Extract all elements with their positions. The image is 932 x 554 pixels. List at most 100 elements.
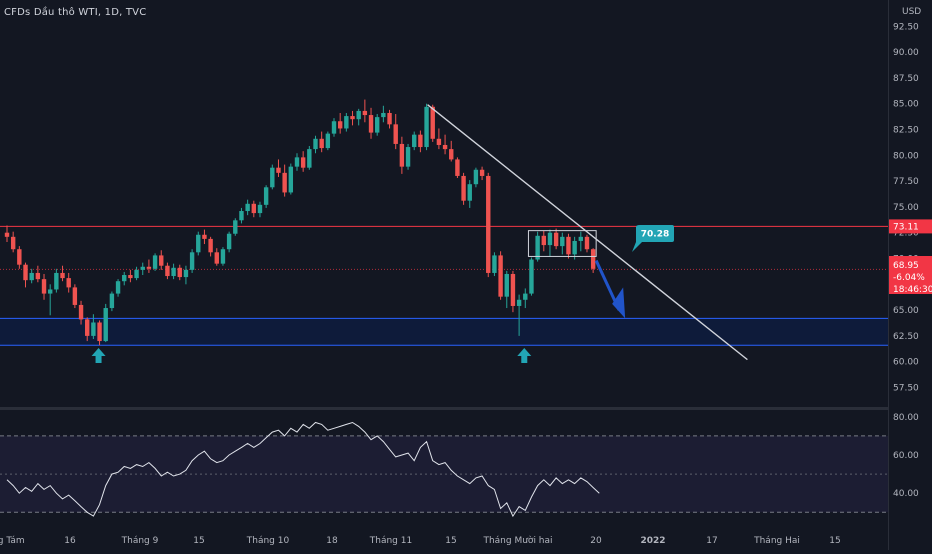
candle-body: [461, 175, 466, 201]
candle-body: [47, 289, 53, 294]
candle-body: [547, 232, 553, 246]
time-tick-label: Tháng 11: [369, 536, 412, 546]
candle-body: [337, 121, 343, 129]
candle-body: [313, 138, 318, 150]
candle-body: [97, 322, 102, 342]
rsi-tick-label: 80.00: [893, 413, 919, 423]
candle-body: [165, 265, 170, 277]
price-tick-label: 85.00: [893, 100, 919, 110]
price-tags: 73.11 68.95 -6.04% 18:46:30: [889, 219, 932, 295]
candle-body: [214, 252, 219, 264]
candle-body: [122, 275, 127, 282]
candle-body: [455, 159, 460, 176]
low-marker-arrow-stem: [95, 356, 102, 363]
rsi-line: [6, 421, 600, 518]
time-axis[interactable]: Tháng Tám 16 Tháng 9 15 Tháng 10 18 Tháng 11 15…: [0, 535, 841, 546]
time-tick-label: Tháng Mười hai: [482, 535, 552, 546]
rsi-panel-separator: [0, 407, 888, 410]
time-tick-label: Tháng Hai: [753, 536, 800, 546]
candle-body: [263, 187, 269, 205]
candle-body: [78, 304, 84, 320]
candle-body: [159, 255, 164, 266]
time-tick-label: 15: [445, 536, 456, 546]
last-price-tag: [889, 256, 932, 294]
time-tick-label: Tháng Tám: [0, 536, 25, 546]
symbol-legend[interactable]: CFDs Dầu thô WTI, 1D, TVC: [4, 7, 147, 18]
drawings[interactable]: 70.28: [91, 104, 748, 363]
bearish-arrow-head: [612, 287, 626, 319]
candle-body: [23, 264, 28, 281]
time-tick-label: 15: [829, 536, 840, 546]
price-tick-label: 82.50: [893, 126, 919, 136]
candle-body: [325, 133, 331, 149]
candle-body: [239, 211, 244, 221]
candle-body: [17, 249, 22, 265]
candle-body: [307, 149, 312, 168]
last-price-value: 68.95: [893, 261, 919, 271]
candle-body: [245, 203, 250, 212]
candle-body: [60, 272, 65, 279]
time-tick-label: Tháng 9: [121, 536, 159, 546]
candle-body: [115, 281, 121, 294]
candle-body: [523, 293, 528, 300]
candle-body: [405, 147, 411, 167]
low-marker-arrow-head: [91, 348, 106, 356]
candle-body: [498, 255, 503, 297]
candle-body: [288, 166, 294, 193]
rsi-band: [0, 435, 888, 513]
candle-body: [535, 235, 540, 260]
candle-body: [560, 236, 565, 247]
candle-body: [350, 116, 355, 120]
candle-body: [152, 255, 158, 269]
candle-body: [66, 278, 71, 288]
candle-body: [590, 249, 596, 269]
candle-body: [504, 273, 509, 297]
candle-body: [294, 157, 300, 167]
candle-body: [251, 203, 256, 214]
candle-body: [368, 115, 374, 133]
candle-body: [529, 259, 534, 294]
candle-body: [467, 184, 472, 201]
candle-body: [381, 112, 386, 118]
price-callout-label: 70.28: [641, 230, 669, 240]
rsi-tick-label: 60.00: [893, 451, 919, 461]
support-zone: [0, 318, 888, 346]
candle-body: [442, 144, 448, 150]
price-tick-label: 80.00: [893, 151, 919, 161]
price-tick-label: 87.50: [893, 74, 919, 84]
time-tick-label: 20: [590, 536, 602, 546]
price-callout: [632, 225, 674, 252]
candle-body: [516, 299, 522, 306]
candle-body: [128, 275, 133, 279]
rsi-series-line: [6, 421, 600, 518]
low-marker-arrow-stem: [521, 356, 528, 363]
time-tick-label: Tháng 10: [246, 536, 290, 546]
candle-body: [572, 240, 577, 255]
candle-body: [424, 106, 429, 148]
currency-label: USD: [902, 7, 921, 17]
candles: [4, 99, 596, 346]
candle-body: [399, 143, 405, 167]
time-tick-label: 15: [193, 536, 204, 546]
candle-body: [134, 269, 139, 279]
candle-body: [510, 273, 516, 306]
candle-body: [344, 116, 349, 129]
bar-countdown: 18:46:30: [893, 285, 932, 295]
candle-body: [492, 255, 497, 273]
candle-body: [282, 172, 287, 193]
resistance-price-tag-label: 73.11: [893, 222, 919, 232]
candle-body: [220, 249, 226, 264]
rsi-axis: 80.00 60.00 40.00: [893, 413, 919, 499]
candle-body: [553, 232, 559, 247]
candle-body: [270, 167, 275, 188]
candle-body: [578, 236, 584, 241]
price-axis[interactable]: 92.50 90.00 87.50 85.00 82.50 80.00 77.50 75.00…: [893, 7, 921, 394]
candle-body: [189, 252, 195, 270]
low-marker-arrow-head: [517, 348, 532, 356]
candle-body: [356, 110, 361, 120]
candle-body: [146, 266, 152, 269]
candle-body: [4, 232, 10, 237]
candle-body: [183, 269, 189, 278]
